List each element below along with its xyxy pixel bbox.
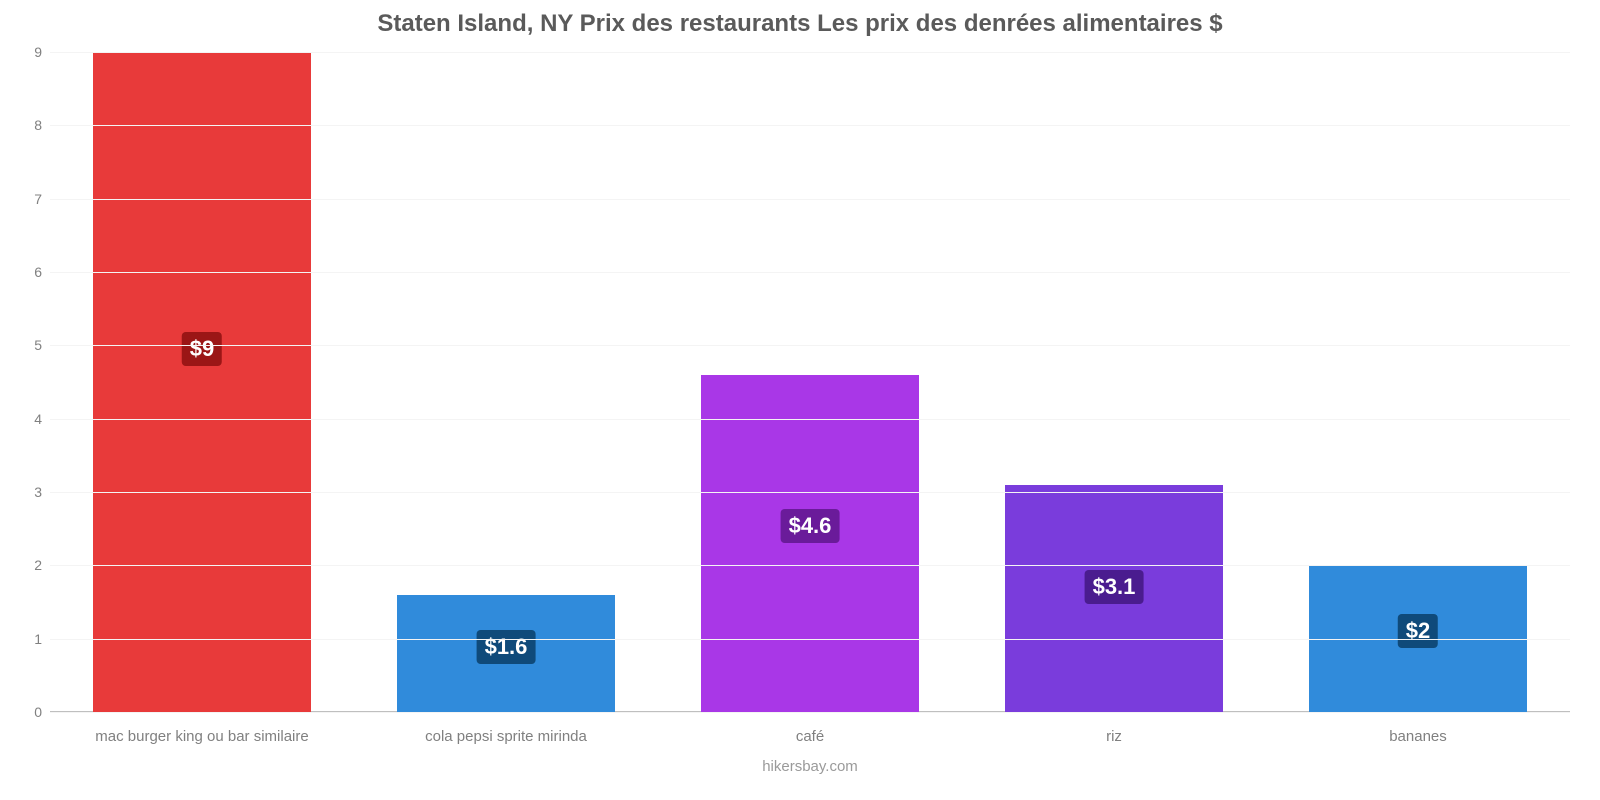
y-tick-label: 9 <box>34 44 50 60</box>
bar-value-label: $4.6 <box>781 509 840 543</box>
y-tick-label: 0 <box>34 704 50 720</box>
bar: $3.1 <box>1005 485 1224 712</box>
gridline <box>50 712 1570 713</box>
plot-area: $9$1.6$4.6$3.1$2 0123456789 <box>50 52 1570 712</box>
bar-value-label: $2 <box>1398 614 1438 648</box>
x-axis-label: bananes <box>1266 728 1570 745</box>
gridline <box>50 492 1570 493</box>
gridline <box>50 345 1570 346</box>
x-axis-labels: mac burger king ou bar similairecola pep… <box>50 728 1570 745</box>
x-axis-label: café <box>658 728 962 745</box>
bar: $1.6 <box>397 595 616 712</box>
gridline <box>50 125 1570 126</box>
x-axis-label: mac burger king ou bar similaire <box>50 728 354 745</box>
bar-slot: $4.6 <box>658 52 962 712</box>
gridline <box>50 199 1570 200</box>
x-axis-label: riz <box>962 728 1266 745</box>
chart-area: $9$1.6$4.6$3.1$2 0123456789 mac burger k… <box>50 52 1570 712</box>
bars-container: $9 $1.6 $4.6 $3.1 $2 <box>50 52 1570 712</box>
x-axis-label: cola pepsi sprite mirinda <box>354 728 658 745</box>
y-tick-label: 4 <box>34 411 50 427</box>
bar-value-label: $3.1 <box>1085 570 1144 604</box>
bar-slot: $2 <box>1266 52 1570 712</box>
y-tick-label: 7 <box>34 191 50 207</box>
bar-slot: $9 <box>50 52 354 712</box>
gridline <box>50 565 1570 566</box>
chart-title: Staten Island, NY Prix des restaurants L… <box>0 0 1600 46</box>
bar-value-label: $1.6 <box>477 630 536 664</box>
gridline <box>50 639 1570 640</box>
source-text: hikersbay.com <box>50 758 1570 775</box>
y-tick-label: 8 <box>34 117 50 133</box>
bar-slot: $3.1 <box>962 52 1266 712</box>
y-tick-label: 3 <box>34 484 50 500</box>
y-tick-label: 2 <box>34 557 50 573</box>
bar-slot: $1.6 <box>354 52 658 712</box>
gridline <box>50 272 1570 273</box>
bar: $4.6 <box>701 375 920 712</box>
gridline <box>50 52 1570 53</box>
gridline <box>50 419 1570 420</box>
bar-value-label: $9 <box>182 332 222 366</box>
y-tick-label: 6 <box>34 264 50 280</box>
y-tick-label: 1 <box>34 631 50 647</box>
bar: $9 <box>93 52 312 712</box>
y-tick-label: 5 <box>34 337 50 353</box>
